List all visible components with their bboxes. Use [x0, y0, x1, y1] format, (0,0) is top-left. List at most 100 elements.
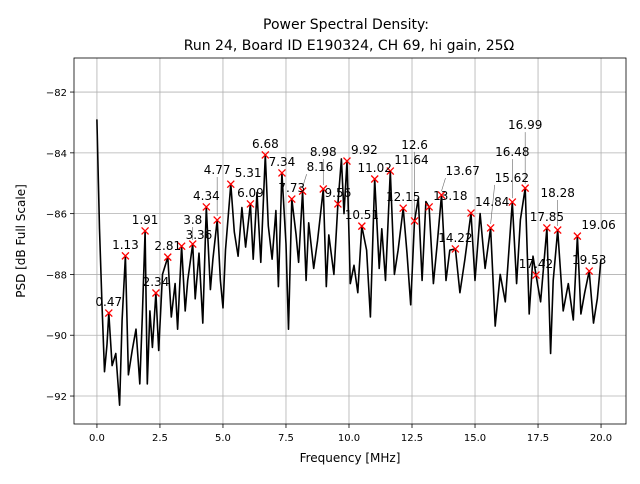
y-tick-label: −84 — [46, 149, 67, 160]
peak-marker-stroke — [425, 202, 434, 211]
peak-marker-stroke — [553, 226, 562, 235]
peak-marker — [298, 187, 307, 196]
peak-label: 11.64 — [394, 153, 428, 167]
peak-label: 3.8 — [183, 213, 202, 227]
peak-label: 8.16 — [307, 160, 334, 174]
peak-label: 9.92 — [351, 143, 378, 157]
peak-label: 3.36 — [186, 228, 213, 242]
peak-marker — [357, 222, 366, 231]
peak-label-leader — [441, 178, 446, 192]
peak-marker — [246, 199, 255, 208]
peak-marker-stroke — [467, 209, 475, 217]
peak-label-leader — [490, 184, 495, 224]
peak-marker-stroke — [573, 232, 582, 241]
peak-label: 17.42 — [519, 257, 553, 271]
peak-label: 7.34 — [269, 155, 296, 169]
peak-marker — [277, 168, 286, 177]
peak-label: 9.56 — [325, 186, 352, 200]
peak-marker — [213, 216, 222, 224]
peak-marker-stroke — [287, 195, 296, 204]
peak-marker — [319, 185, 328, 193]
peak-marker-stroke — [399, 204, 408, 213]
y-tick-label: −82 — [46, 88, 67, 99]
peak-marker-stroke — [437, 191, 446, 200]
peak-marker-stroke — [508, 198, 517, 207]
y-tick-label: −86 — [46, 210, 67, 221]
peak-marker-stroke — [141, 227, 150, 235]
peak-label: 15.62 — [495, 171, 529, 185]
x-tick-label: 20.0 — [590, 433, 612, 444]
peak-marker-stroke — [298, 187, 307, 196]
peak-marker — [343, 157, 351, 166]
peak-marker — [104, 309, 113, 318]
y-tick-label: −92 — [46, 392, 67, 403]
chart-title-line1: Power Spectral Density: — [263, 17, 429, 33]
peak-label: 6.68 — [252, 137, 279, 151]
peak-marker-stroke — [357, 222, 366, 231]
peak-marker-stroke — [532, 271, 540, 280]
peak-label: 2.81 — [154, 239, 181, 253]
peak-marker — [451, 244, 460, 253]
chart-title-line2: Run 24, Board ID E190324, CH 69, hi gain… — [184, 38, 515, 54]
peak-marker-stroke — [585, 267, 594, 276]
peak-marker — [437, 191, 446, 200]
y-axis-label: PSD [dB Full Scale] — [14, 184, 28, 298]
peak-marker — [121, 251, 130, 260]
peak-label: 4.77 — [204, 163, 231, 177]
x-tick-label: 2.5 — [152, 433, 168, 444]
peak-label: 11.02 — [358, 161, 392, 175]
peak-marker — [467, 209, 475, 217]
y-tick-label: −90 — [46, 331, 67, 342]
peak-label: 1.13 — [112, 238, 139, 252]
peak-marker-stroke — [151, 289, 160, 297]
peak-marker-stroke — [410, 216, 419, 225]
peak-marker — [425, 202, 434, 211]
axes-frame — [73, 57, 627, 425]
peak-marker-stroke — [226, 180, 235, 189]
peak-marker — [410, 216, 419, 225]
x-tick-label: 5.0 — [215, 433, 231, 444]
peak-marker-stroke — [177, 242, 186, 251]
peak-marker-stroke — [261, 151, 270, 159]
peak-label: 18.28 — [541, 186, 575, 200]
peak-label: 19.06 — [581, 218, 615, 232]
peak-marker — [177, 242, 186, 251]
peak-label: 13.18 — [433, 189, 467, 203]
x-tick-label: 15.0 — [464, 433, 486, 444]
peak-marker — [226, 180, 235, 189]
peak-marker — [532, 271, 540, 280]
peak-marker-stroke — [521, 184, 530, 193]
peak-marker-stroke — [213, 216, 222, 224]
peak-label: 16.99 — [508, 118, 542, 132]
peak-label: 10.51 — [345, 208, 379, 222]
peak-marker — [188, 240, 197, 248]
peak-label: 5.31 — [235, 166, 262, 180]
peak-marker-stroke — [542, 223, 551, 232]
peak-label-leader — [302, 174, 307, 188]
peak-label: 0.47 — [95, 295, 122, 309]
peak-label: 8.98 — [310, 145, 337, 159]
ticks: 0.0 2.5 5.0 7.5 10.0 12.5 15.0 17.5 20.0 −82 −84 −8… — [46, 88, 612, 444]
peak-marker — [399, 204, 408, 213]
peak-marker-stroke — [202, 202, 211, 211]
peak-label: 7.73 — [278, 181, 305, 195]
peak-marker — [521, 184, 530, 193]
peak-marker-stroke — [104, 309, 113, 318]
peak-marker-stroke — [319, 185, 328, 193]
peak-label: 4.34 — [193, 189, 220, 203]
peak-marker — [573, 232, 582, 241]
plot-area — [96, 119, 602, 407]
x-tick-label: 10.0 — [338, 433, 360, 444]
peak-labels: 0.47 1.13 1.91 2.34 2.81 3.363.8 4.34 4.77 5.31 6… — [95, 118, 615, 309]
peak-marker-stroke — [277, 168, 286, 177]
peak-marker-stroke — [121, 251, 130, 260]
peak-label: 1.91 — [132, 213, 159, 227]
peak-marker-stroke — [370, 175, 379, 183]
peak-marker-stroke — [386, 167, 395, 176]
peak-marker-stroke — [188, 240, 197, 248]
y-tick-label: −88 — [46, 270, 67, 281]
x-tick-label: 7.5 — [278, 433, 294, 444]
peak-label: 2.34 — [143, 275, 170, 289]
peak-label: 12.6 — [401, 138, 428, 152]
